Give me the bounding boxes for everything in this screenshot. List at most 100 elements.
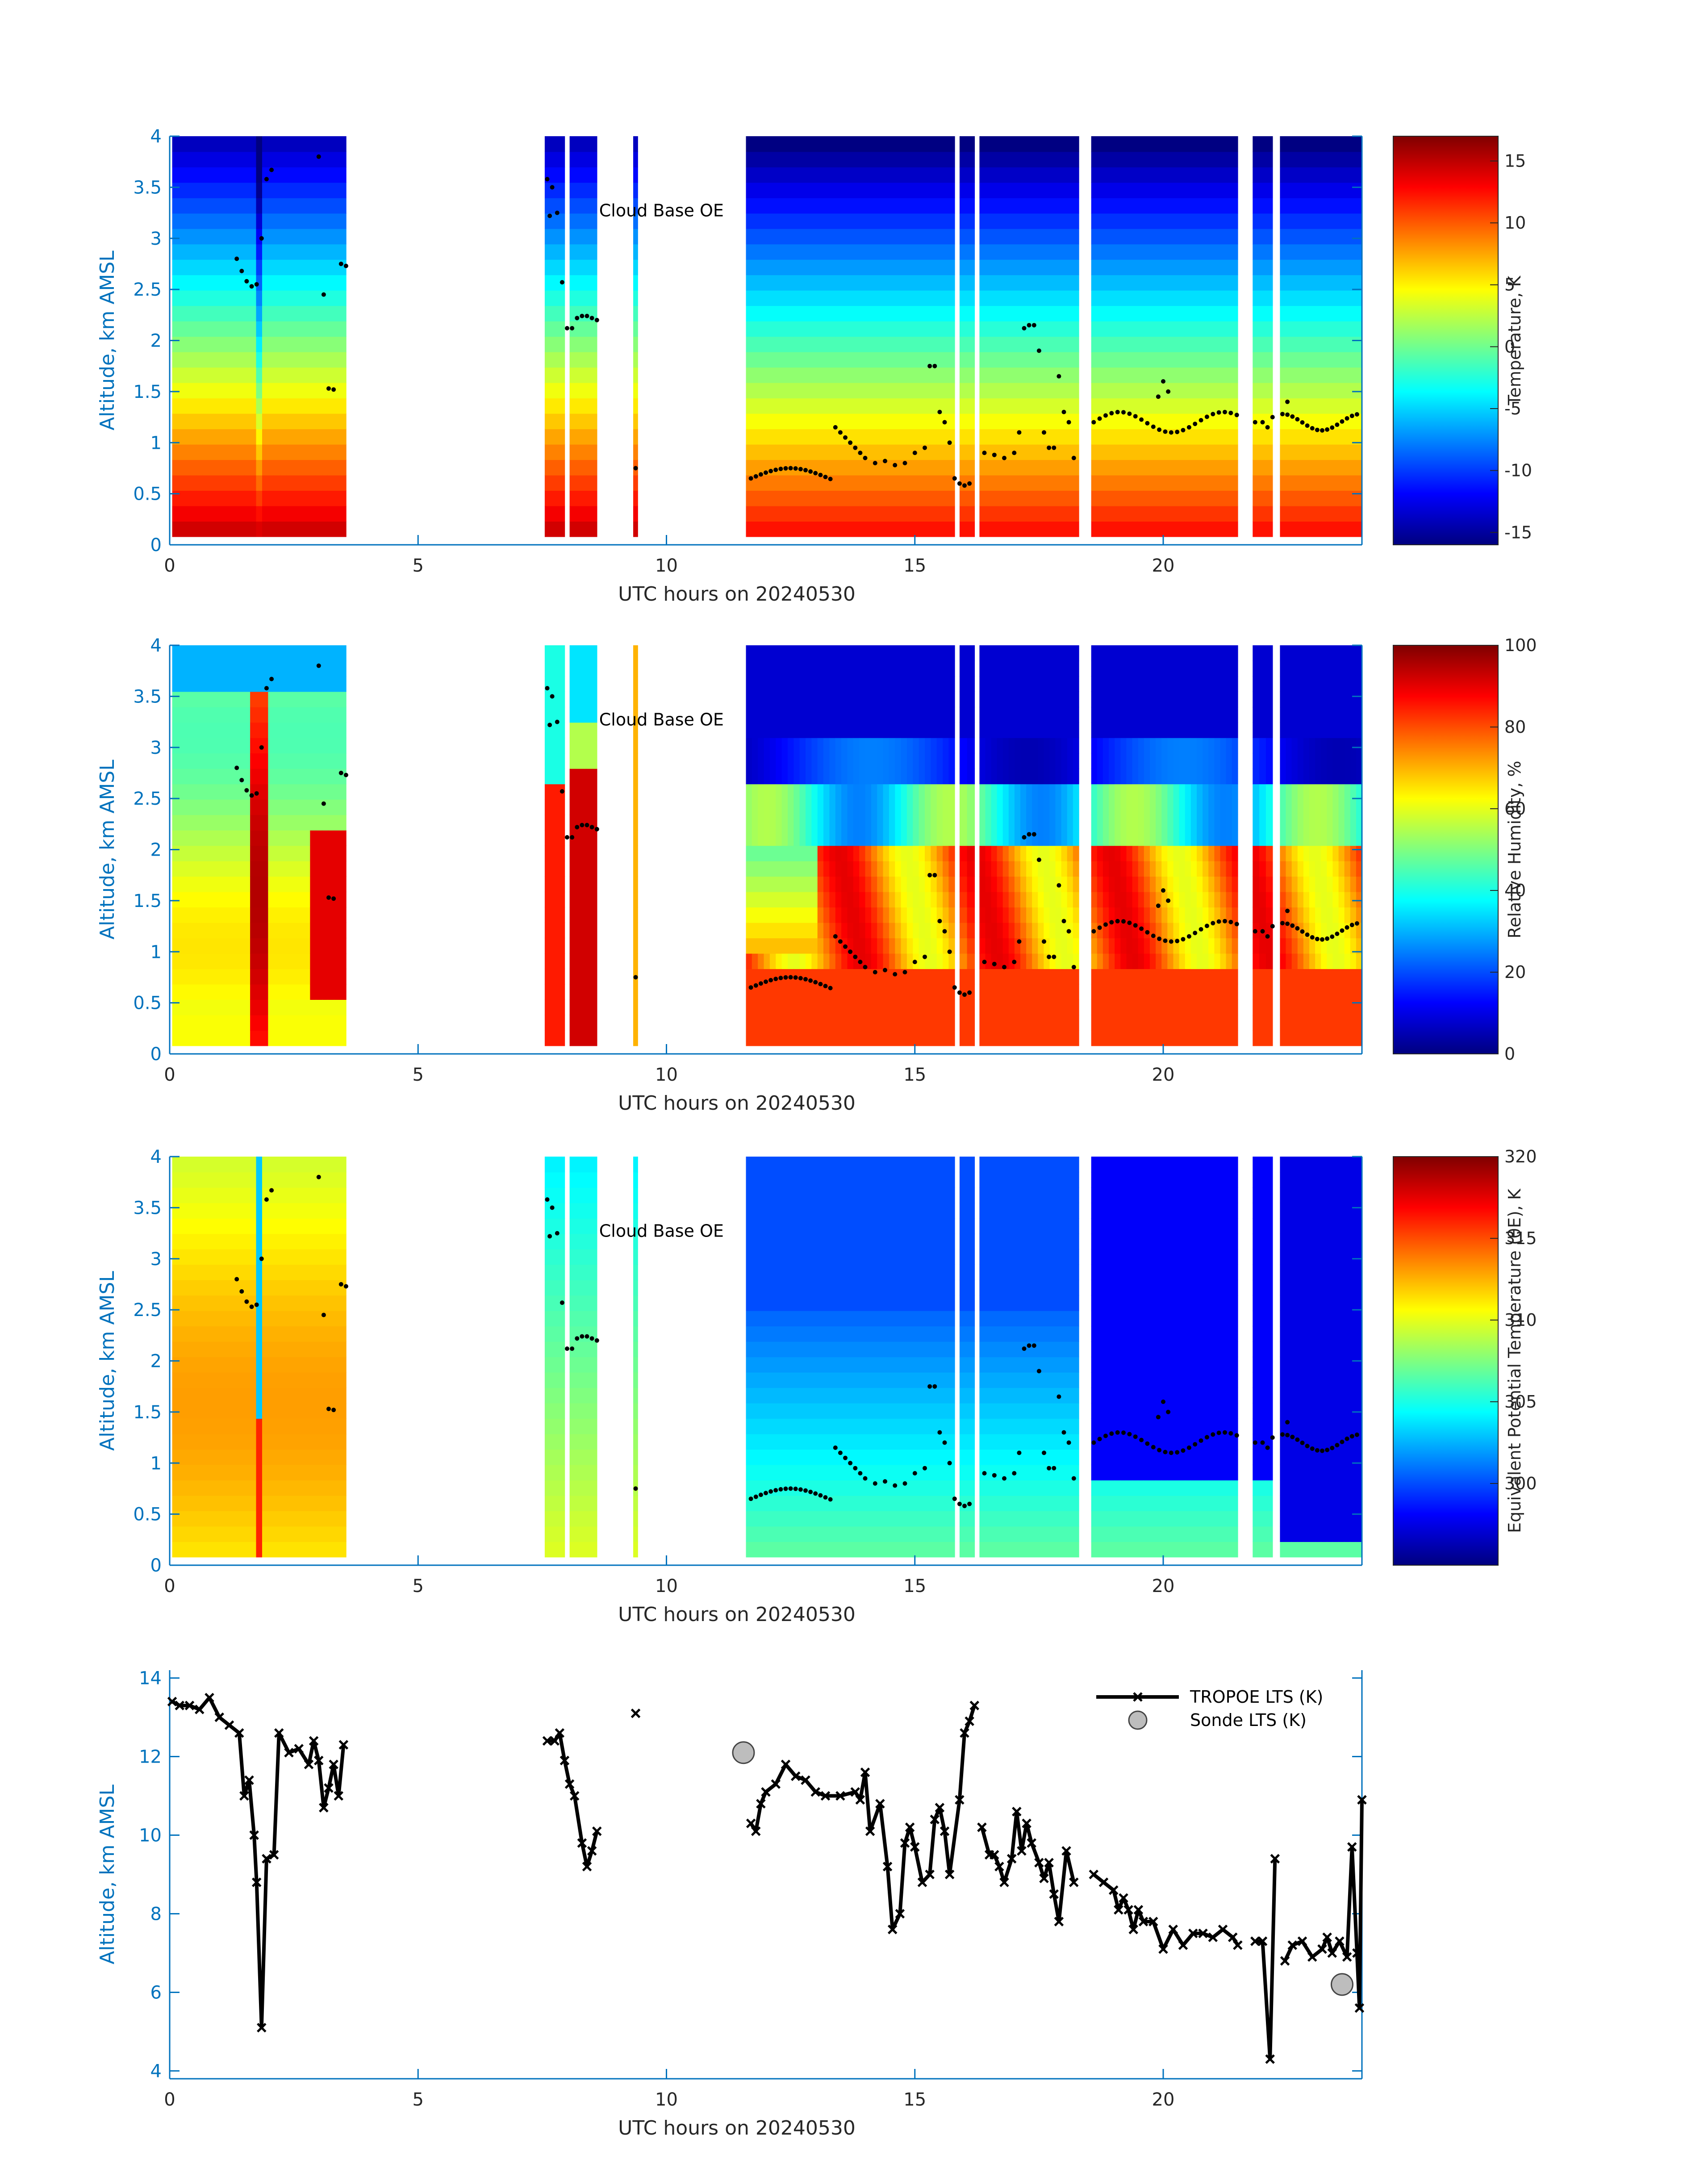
- heatmap-cell: [256, 876, 263, 892]
- heatmap-cell: [1179, 198, 1186, 214]
- heatmap-cell: [558, 922, 565, 939]
- heatmap-cell: [1055, 151, 1062, 167]
- heatmap-cell: [328, 984, 334, 1000]
- heatmap-cell: [793, 351, 800, 368]
- heatmap-cell: [959, 167, 968, 183]
- heatmap-cell: [1014, 413, 1021, 430]
- heatmap-cell: [889, 136, 895, 152]
- heatmap-cell: [226, 506, 233, 522]
- heatmap-cell: [226, 444, 233, 460]
- heatmap-cell: [919, 259, 925, 276]
- heatmap-cell: [238, 1030, 245, 1046]
- heatmap-cell: [558, 290, 565, 306]
- heatmap-cell: [979, 413, 986, 430]
- heatmap-cell: [1332, 506, 1339, 522]
- heatmap-cell: [286, 228, 292, 245]
- heatmap-cell: [931, 336, 937, 352]
- heatmap-cell: [220, 490, 227, 506]
- heatmap-cell: [1232, 136, 1238, 152]
- heatmap-cell: [250, 398, 257, 414]
- heatmap-cell: [1265, 475, 1273, 491]
- heatmap-cell: [1232, 475, 1238, 491]
- heatmap-cell: [806, 490, 812, 506]
- heatmap-cell: [292, 876, 299, 892]
- heatmap-cell: [746, 244, 752, 260]
- heatmap-cell: [793, 151, 800, 167]
- heatmap-cell: [1138, 167, 1144, 183]
- heatmap-cell: [202, 707, 209, 723]
- heatmap-cell: [764, 907, 770, 923]
- heatmap-cell: [274, 845, 280, 861]
- heatmap-cell: [793, 660, 800, 677]
- heatmap-cell: [1020, 429, 1027, 445]
- heatmap-cell: [883, 336, 889, 352]
- heatmap-cell: [919, 136, 925, 152]
- heatmap-cell: [883, 151, 889, 167]
- heatmap-cell: [238, 737, 245, 754]
- heatmap-cell: [829, 213, 836, 229]
- heatmap-cell: [752, 367, 758, 383]
- heatmap-cell: [238, 645, 245, 661]
- heatmap-cell: [544, 707, 552, 723]
- heatmap-cell: [781, 861, 788, 877]
- heatmap-cell: [811, 382, 818, 399]
- y-tick-label: 3: [150, 229, 162, 249]
- heatmap-cell: [752, 922, 758, 939]
- heatmap-cell: [1120, 351, 1127, 368]
- heatmap-cell: [1144, 228, 1150, 245]
- heatmap-cell: [1132, 136, 1139, 152]
- heatmap-cell: [799, 429, 806, 445]
- heatmap-cell: [936, 275, 943, 291]
- heatmap-cell: [586, 198, 592, 214]
- heatmap-cell: [220, 382, 227, 399]
- y-tick-label: 2: [150, 331, 162, 351]
- heatmap-cell: [1286, 213, 1292, 229]
- heatmap-cell: [1126, 429, 1133, 445]
- heatmap-cell: [752, 321, 758, 337]
- heatmap-cell: [776, 753, 782, 769]
- heatmap-cell: [262, 475, 269, 491]
- heatmap-cell: [931, 521, 937, 537]
- heatmap-cell: [1008, 490, 1015, 506]
- heatmap-cell: [1259, 136, 1266, 152]
- heatmap-cell: [591, 645, 597, 661]
- heatmap-cell: [268, 876, 275, 892]
- heatmap-cell: [1126, 413, 1133, 430]
- heatmap-cell: [871, 290, 877, 306]
- heatmap-cell: [558, 999, 565, 1015]
- heatmap-cell: [853, 336, 860, 352]
- heatmap-cell: [256, 136, 263, 152]
- heatmap-cell: [172, 460, 179, 476]
- heatmap-cell: [586, 460, 592, 476]
- y-tick-label: 2.5: [133, 280, 162, 300]
- heatmap-cell: [208, 707, 215, 723]
- heatmap-cell: [1073, 244, 1079, 260]
- heatmap-cell: [871, 259, 877, 276]
- heatmap-cell: [322, 660, 329, 677]
- heatmap-cell: [244, 182, 251, 198]
- heatmap-cell: [238, 336, 245, 352]
- heatmap-cell: [551, 460, 559, 476]
- heatmap-cell: [1226, 167, 1232, 183]
- heatmap-cell: [752, 984, 758, 1000]
- heatmap-cell: [280, 938, 287, 954]
- heatmap-cell: [202, 984, 209, 1000]
- heatmap-cell: [1356, 398, 1362, 414]
- heatmap-cell: [635, 521, 638, 537]
- heatmap-cell: [823, 290, 830, 306]
- heatmap-cell: [310, 198, 317, 214]
- heatmap-cell: [1055, 290, 1062, 306]
- heatmap-cell: [776, 136, 782, 152]
- heatmap-cell: [322, 815, 329, 831]
- heatmap-cell: [1173, 136, 1180, 152]
- heatmap-cell: [1315, 321, 1321, 337]
- heatmap-cell: [250, 984, 257, 1000]
- heatmap-cell: [1167, 460, 1174, 476]
- heatmap-cell: [746, 228, 752, 245]
- heatmap-cell: [591, 938, 597, 954]
- heatmap-cell: [991, 213, 998, 229]
- heatmap-cell: [633, 830, 636, 846]
- heatmap-cell: [1286, 521, 1292, 537]
- cloud-base-point: [1066, 420, 1071, 425]
- heatmap-cell: [1309, 398, 1315, 414]
